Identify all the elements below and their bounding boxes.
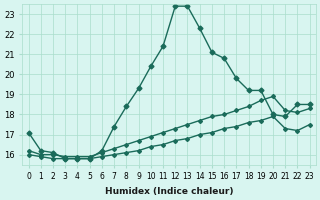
X-axis label: Humidex (Indice chaleur): Humidex (Indice chaleur) — [105, 187, 233, 196]
